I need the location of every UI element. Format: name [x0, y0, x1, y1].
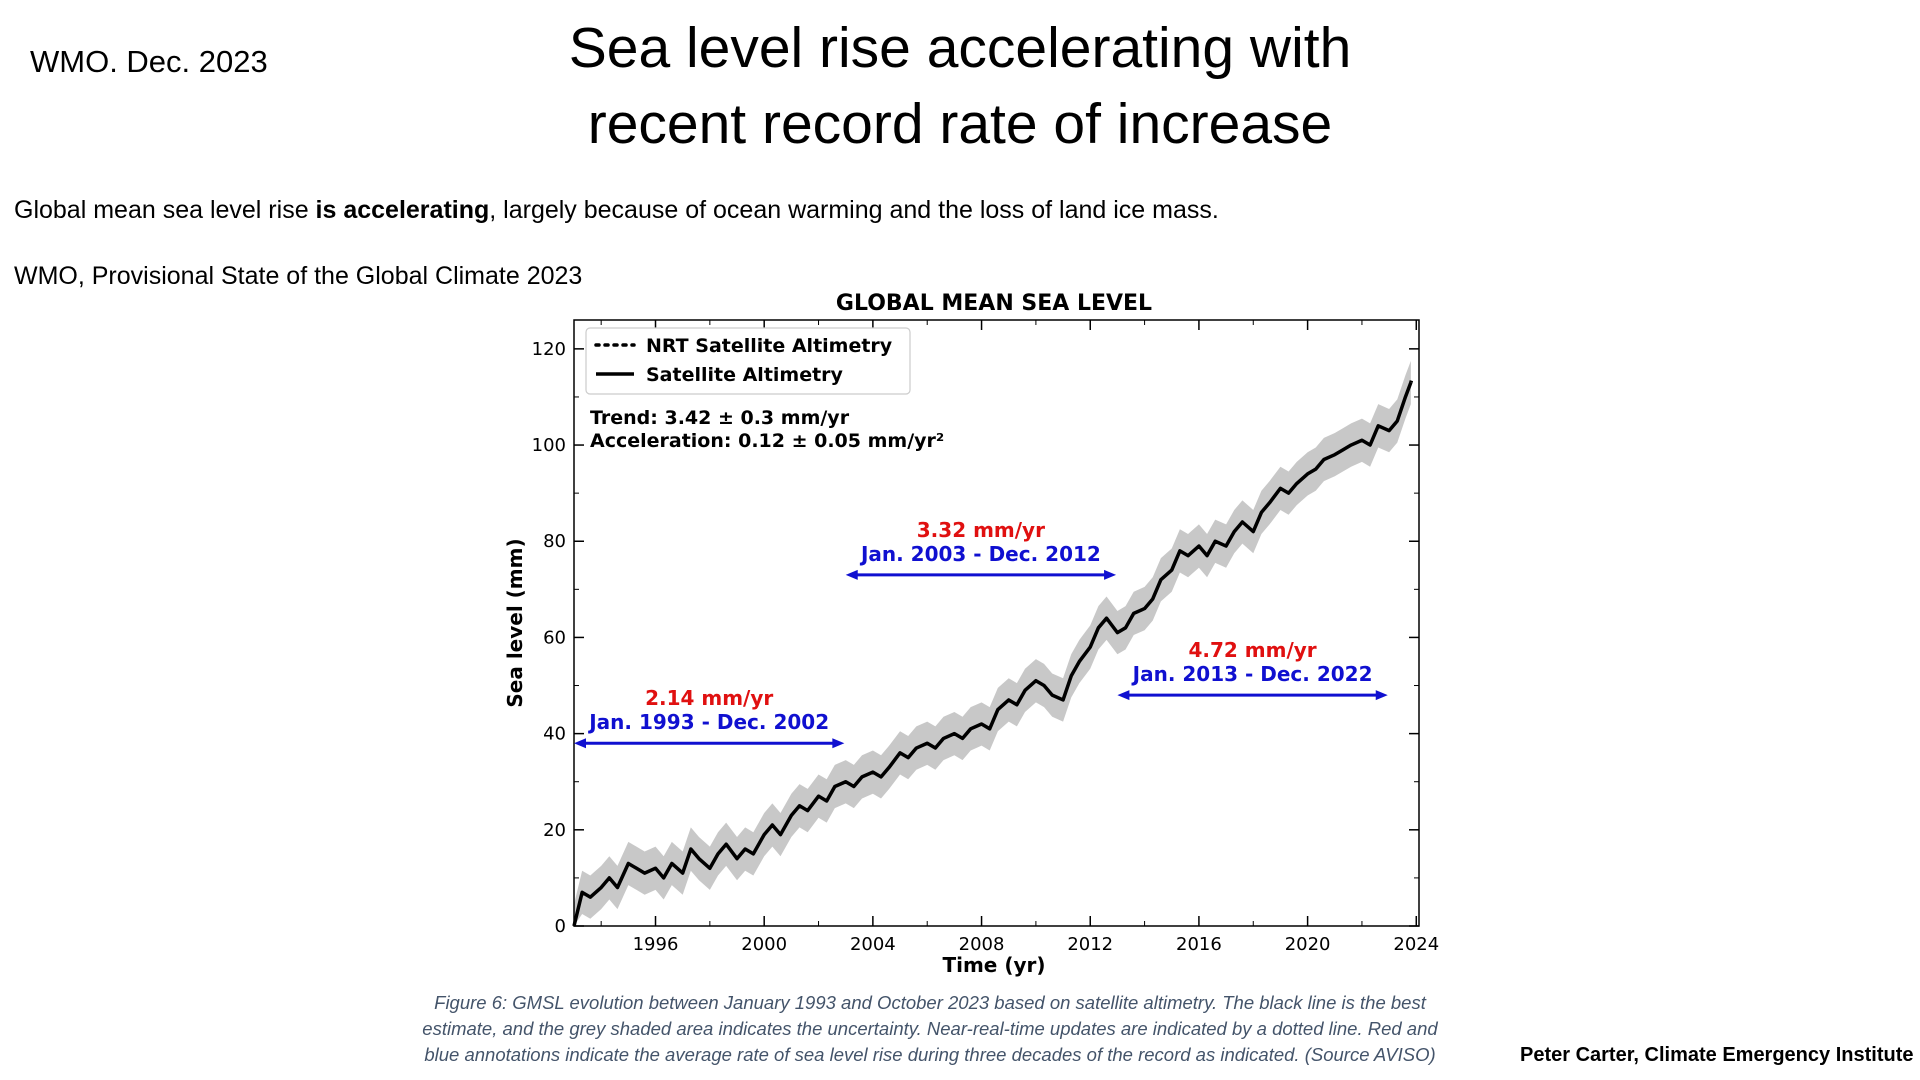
legend-box — [585, 327, 911, 395]
subtitle-post: , largely because of ocean warming and t… — [489, 196, 1219, 224]
slide-title-line2: recent record rate of increase — [587, 92, 1333, 156]
rate-value-label: 4.72 mm/yr — [1188, 638, 1316, 662]
x-tick-label: 2008 — [959, 934, 1005, 955]
rate-arrowhead-right — [1104, 569, 1117, 580]
subtitle-pre: Global mean sea level rise — [14, 196, 316, 224]
caption-line3: blue annotations indicate the average ra… — [424, 1044, 1436, 1065]
plot-frame — [573, 319, 1420, 927]
x-tick-label: 2020 — [1285, 934, 1331, 955]
y-tick-label: 120 — [532, 339, 566, 360]
y-tick-label: 80 — [543, 531, 566, 552]
rate-arrowhead-left — [1117, 690, 1130, 701]
subtitle-bold: is accelerating — [315, 196, 490, 224]
x-tick-label: 2024 — [1393, 934, 1439, 955]
y-tick-label: 100 — [532, 435, 566, 456]
x-tick-label: 2000 — [741, 934, 787, 955]
sea-level-chart: GLOBAL MEAN SEA LEVEL 1996 2000 2004 2008 20… — [503, 291, 1439, 977]
rate-period-label: Jan. 2003 - Dec. 2012 — [859, 542, 1101, 566]
trend-text: Trend: 3.42 ± 0.3 mm/yr — [590, 407, 850, 429]
rate-arrowhead-right — [832, 738, 845, 749]
source-line: WMO, Provisional State of the Global Cli… — [14, 262, 583, 290]
series-line-satellite-altimetry — [572, 381, 1413, 927]
rate-arrowhead-right — [1375, 690, 1388, 701]
figure-caption: Figure 6: GMSL evolution between January… — [380, 990, 1480, 1068]
slide-source-tag: WMO. Dec. 2023 — [30, 44, 268, 79]
x-tick-label: 2012 — [1067, 934, 1113, 955]
rate-period-label: Jan. 1993 - Dec. 2002 — [587, 710, 829, 734]
y-tick-label: 40 — [543, 724, 566, 745]
slide-title: Sea level rise accelerating with recent … — [460, 10, 1460, 162]
caption-line2: estimate, and the grey shaded area indic… — [422, 1018, 1438, 1039]
series-line-nrt — [1409, 377, 1414, 383]
caption-line1: Figure 6: GMSL evolution between January… — [434, 992, 1426, 1013]
x-tick-label: 2004 — [850, 934, 896, 955]
legend: NRT Satellite Altimetry Satellite Altime… — [585, 327, 911, 395]
y-axis-label: Sea level (mm) — [503, 538, 527, 707]
x-tick-label: 1996 — [633, 934, 679, 955]
x-tick-label: 2016 — [1176, 934, 1222, 955]
legend-label-altimetry: Satellite Altimetry — [646, 364, 844, 386]
slide-subtitle: Global mean sea level rise is accelerati… — [14, 196, 1219, 225]
y-tick-label: 20 — [543, 820, 566, 841]
rate-arrowhead-left — [574, 738, 586, 749]
author-credit: Peter Carter, Climate Emergency Institut… — [1520, 1044, 1914, 1066]
legend-label-nrt: NRT Satellite Altimetry — [646, 335, 893, 357]
slide-title-line1: Sea level rise accelerating with — [568, 16, 1352, 80]
chart-title: GLOBAL MEAN SEA LEVEL — [836, 291, 1152, 316]
y-tick-label: 60 — [543, 627, 566, 648]
y-tick-label: 0 — [555, 916, 566, 937]
rate-value-label: 2.14 mm/yr — [645, 686, 773, 710]
rate-arrowhead-left — [845, 569, 858, 580]
rate-value-label: 3.32 mm/yr — [917, 518, 1045, 542]
acceleration-text: Acceleration: 0.12 ± 0.05 mm/yr² — [590, 430, 944, 452]
x-axis-label: Time (yr) — [942, 953, 1045, 977]
rate-period-label: Jan. 2013 - Dec. 2022 — [1131, 662, 1373, 686]
axes: 1996 2000 2004 2008 2012 2016 2020 2024 0 20 40 60 8… — [532, 320, 1439, 955]
plot-area — [572, 360, 1414, 927]
